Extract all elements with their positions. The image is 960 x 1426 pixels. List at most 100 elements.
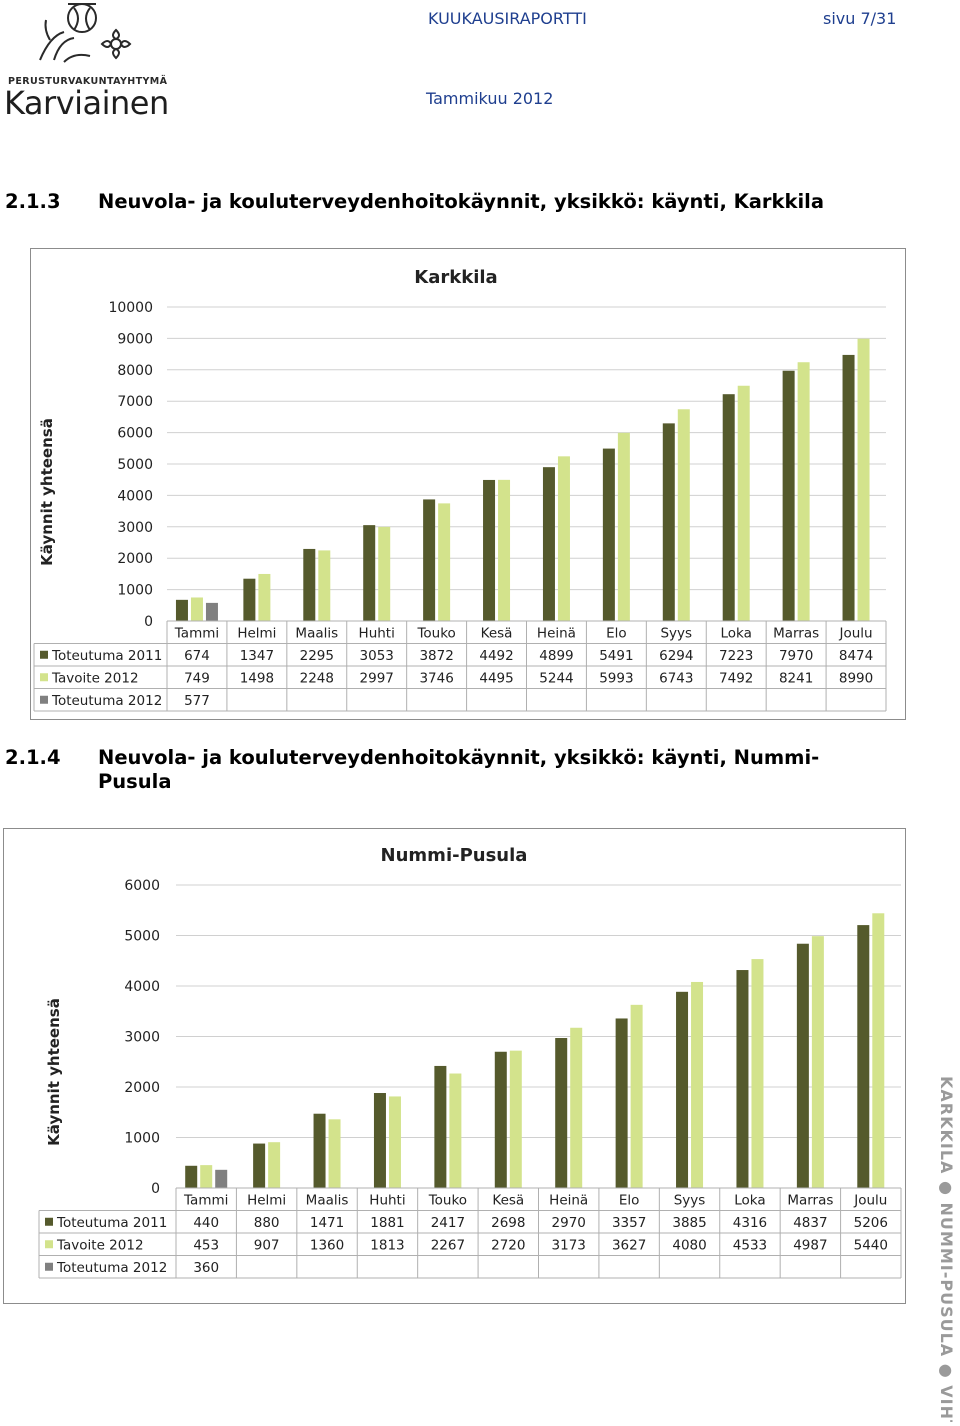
data-label: 7970 <box>779 648 813 664</box>
chart-title: Nummi-Pusula <box>381 845 528 866</box>
y-tick-label: 4000 <box>124 979 160 995</box>
x-tick-label: Loka <box>734 1193 765 1209</box>
legend-swatch <box>40 650 48 659</box>
bar-toteutuma-2012 <box>215 1169 228 1188</box>
y-tick-label: 3000 <box>117 520 153 536</box>
y-tick-label: 3000 <box>124 1030 160 1046</box>
bar-tavoite-2012 <box>751 959 764 1188</box>
chart-nummi-pusula: Nummi-Pusula Käynnit yhteensä 0 1000 2000 300… <box>3 828 906 1304</box>
bar-tavoite-2012 <box>811 936 824 1188</box>
data-label: 2698 <box>491 1215 525 1231</box>
x-tick-label: Marras <box>787 1193 833 1209</box>
side-banner-svg: KARKKILA ● NUMMI-PUSULA ● VIHTI <box>937 1076 956 1426</box>
data-label: 7492 <box>719 671 753 687</box>
data-label: 1881 <box>370 1215 404 1231</box>
bar-tavoite-2012 <box>190 597 203 621</box>
data-label: 2248 <box>300 671 334 687</box>
data-label: 4533 <box>733 1238 767 1254</box>
bar-toteutuma-2011 <box>434 1065 447 1188</box>
bar-toteutuma-2011 <box>185 1165 198 1188</box>
y-tick-label: 1000 <box>124 1131 160 1147</box>
bar-toteutuma-2011 <box>615 1018 628 1188</box>
data-label: 2997 <box>360 671 394 687</box>
data-label: 1347 <box>240 648 274 664</box>
x-tick-label: Touko <box>416 626 455 642</box>
data-label: 7223 <box>719 648 753 664</box>
bar-tavoite-2012 <box>378 526 391 621</box>
x-tick-label: Elo <box>606 626 627 642</box>
bar-toteutuma-2011 <box>483 479 496 621</box>
data-label: 4495 <box>479 671 513 687</box>
gooseberry-logo-icon <box>39 3 132 63</box>
bar-tavoite-2012 <box>677 409 690 621</box>
brand-subtitle: PERUSTURVAKUNTAYHTYMÄ <box>8 76 168 87</box>
y-tick-label: 2000 <box>117 551 153 567</box>
bar-toteutuma-2011 <box>602 448 615 621</box>
data-label: 1498 <box>240 671 274 687</box>
x-tick-label: Joulu <box>853 1193 887 1209</box>
data-label: 8990 <box>839 671 873 687</box>
bar-tavoite-2012 <box>438 503 451 621</box>
x-tick-label: Marras <box>773 626 819 642</box>
x-tick-label: Heinä <box>549 1193 588 1209</box>
data-label: 5440 <box>854 1238 888 1254</box>
x-tick-label: Tammi <box>183 1193 228 1209</box>
y-tick-label: 1000 <box>117 583 153 599</box>
data-label: 4987 <box>793 1238 827 1254</box>
x-tick-label: Kesä <box>481 626 513 642</box>
data-label: 907 <box>254 1238 280 1254</box>
logo <box>4 0 164 125</box>
bar-toteutuma-2011 <box>542 467 555 621</box>
y-tick-label: 0 <box>144 614 153 630</box>
bar-tavoite-2012 <box>570 1027 583 1188</box>
legend-entry: Toteutuma 2011 <box>56 1215 167 1231</box>
bar-toteutuma-2011 <box>676 991 689 1188</box>
x-tick-label: Touko <box>428 1193 467 1209</box>
data-label: 1813 <box>370 1238 404 1254</box>
data-label: 5491 <box>599 648 633 664</box>
x-tick-label: Kesä <box>492 1193 524 1209</box>
x-tick-label: Heinä <box>537 626 576 642</box>
chart-karkkila-svg: Karkkila Käynnit yhteensä 0 1000 2000 3000 400… <box>33 267 887 712</box>
y-tick-label: 9000 <box>117 331 153 347</box>
data-label: 5206 <box>854 1215 888 1231</box>
legend-swatch <box>45 1240 53 1249</box>
x-tick-label: Maalis <box>295 626 338 642</box>
data-label: 6743 <box>659 671 693 687</box>
data-label: 4316 <box>733 1215 767 1231</box>
data-label: 2267 <box>431 1238 465 1254</box>
bar-tavoite-2012 <box>268 1142 281 1188</box>
data-label: 4492 <box>479 648 513 664</box>
section-title-continued: Pusula <box>98 770 172 793</box>
data-label: 3053 <box>360 648 394 664</box>
data-label: 2417 <box>431 1215 465 1231</box>
x-tick-label: Tammi <box>174 626 219 642</box>
page-number: sivu 7/31 <box>823 9 897 28</box>
bar-tavoite-2012 <box>449 1073 462 1188</box>
legend-swatch <box>45 1217 53 1226</box>
bar-tavoite-2012 <box>630 1004 643 1188</box>
bar-tavoite-2012 <box>737 385 750 621</box>
data-label: 674 <box>184 648 210 664</box>
bar-tavoite-2012 <box>691 981 704 1188</box>
y-tick-label: 5000 <box>124 929 160 945</box>
chart-karkkila: Karkkila Käynnit yhteensä 0 1000 2000 3000 400… <box>30 248 906 720</box>
x-tick-label: Elo <box>619 1193 640 1209</box>
data-label: 8241 <box>779 671 813 687</box>
data-label: 453 <box>193 1238 219 1254</box>
x-tick-label: Helmi <box>237 626 276 642</box>
bar-toteutuma-2011 <box>253 1143 266 1188</box>
data-label: 1360 <box>310 1238 344 1254</box>
bar-tavoite-2012 <box>617 432 630 621</box>
x-tick-label: Syys <box>660 626 692 642</box>
legend-swatch <box>40 695 48 704</box>
data-label: 8474 <box>839 648 873 664</box>
data-label: 4899 <box>539 648 573 664</box>
y-tick-label: 2000 <box>124 1080 160 1096</box>
x-tick-label: Huhti <box>369 1193 405 1209</box>
x-tick-label: Loka <box>721 626 752 642</box>
bar-toteutuma-2011 <box>313 1113 326 1188</box>
bar-toteutuma-2011 <box>373 1093 386 1188</box>
bar-tavoite-2012 <box>318 550 331 621</box>
bar-toteutuma-2011 <box>363 525 376 621</box>
